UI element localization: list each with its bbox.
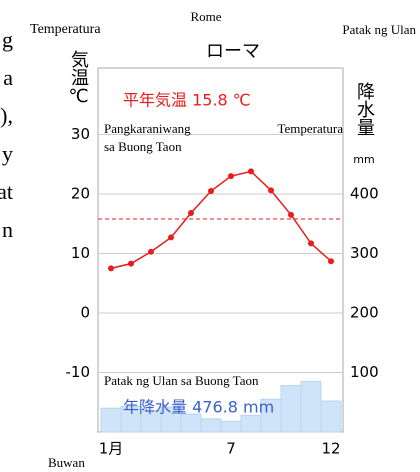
temp-point — [188, 210, 194, 217]
chart-title: ローマ — [206, 41, 260, 62]
temp-line — [110, 170, 332, 270]
side-text: at — [0, 179, 13, 204]
precip-bar — [200, 418, 222, 433]
temp-point — [228, 173, 234, 180]
side-text: y — [2, 141, 13, 166]
y-tick-label: 10 — [71, 244, 90, 262]
y2-tick-label: 100 — [350, 363, 379, 381]
side-text: g — [2, 27, 13, 52]
overlay-label: Buwan — [48, 455, 85, 470]
total-precip-label: 年降水量 476.8 mm — [123, 398, 274, 417]
precip-bar — [240, 414, 262, 433]
temp-point — [288, 211, 294, 218]
y2-tick-label: 200 — [350, 304, 379, 322]
y-tick-label: 20 — [71, 185, 90, 203]
overlay-label: Pangkaraniwang — [104, 121, 191, 136]
y2-tick-label: 400 — [350, 185, 379, 203]
side-text: a — [3, 65, 13, 90]
precip-bar — [280, 385, 302, 433]
overlay-label: sa Buong Taon — [104, 139, 182, 154]
y-tick-label: -10 — [66, 363, 91, 381]
temp-point — [108, 265, 114, 272]
precip-bar — [220, 420, 242, 433]
temp-point — [148, 248, 154, 255]
plot-frame — [97, 67, 344, 433]
temp-point — [268, 187, 274, 194]
temp-point — [208, 188, 214, 195]
precip-bar — [320, 400, 342, 433]
y-tick-label: 30 — [71, 125, 90, 143]
x-tick-label: 12 — [321, 440, 340, 458]
side-text: n — [2, 217, 13, 242]
overlay-label: Patak ng Ulan — [342, 22, 416, 37]
temp-point — [168, 234, 174, 241]
precip-bar — [300, 380, 322, 433]
precip-bar — [100, 407, 122, 433]
overlay-label: Patak ng Ulan sa Buong Taon — [104, 373, 259, 388]
temp-point — [308, 240, 314, 247]
overlay-label: Temperatura — [30, 22, 101, 37]
y-axis-label: 気温℃ — [68, 50, 89, 107]
y2-tick-label: 300 — [350, 244, 379, 262]
y-tick-label: 0 — [80, 304, 90, 322]
y2-axis-label: 降水量 — [354, 82, 375, 136]
overlay-label: Rome — [190, 9, 221, 24]
mean-temp-label: 平年気温 15.8 ℃ — [123, 91, 251, 110]
temp-point — [248, 168, 254, 175]
overlay-label: Temperatura — [278, 121, 344, 136]
precip-bar — [180, 413, 202, 433]
temp-point — [328, 258, 334, 265]
temp-point — [128, 260, 134, 267]
y2-unit: mm — [353, 153, 374, 166]
x-tick-label: 7 — [226, 440, 236, 458]
side-text: ), — [0, 103, 13, 128]
x-tick-label: 1月 — [99, 440, 124, 458]
